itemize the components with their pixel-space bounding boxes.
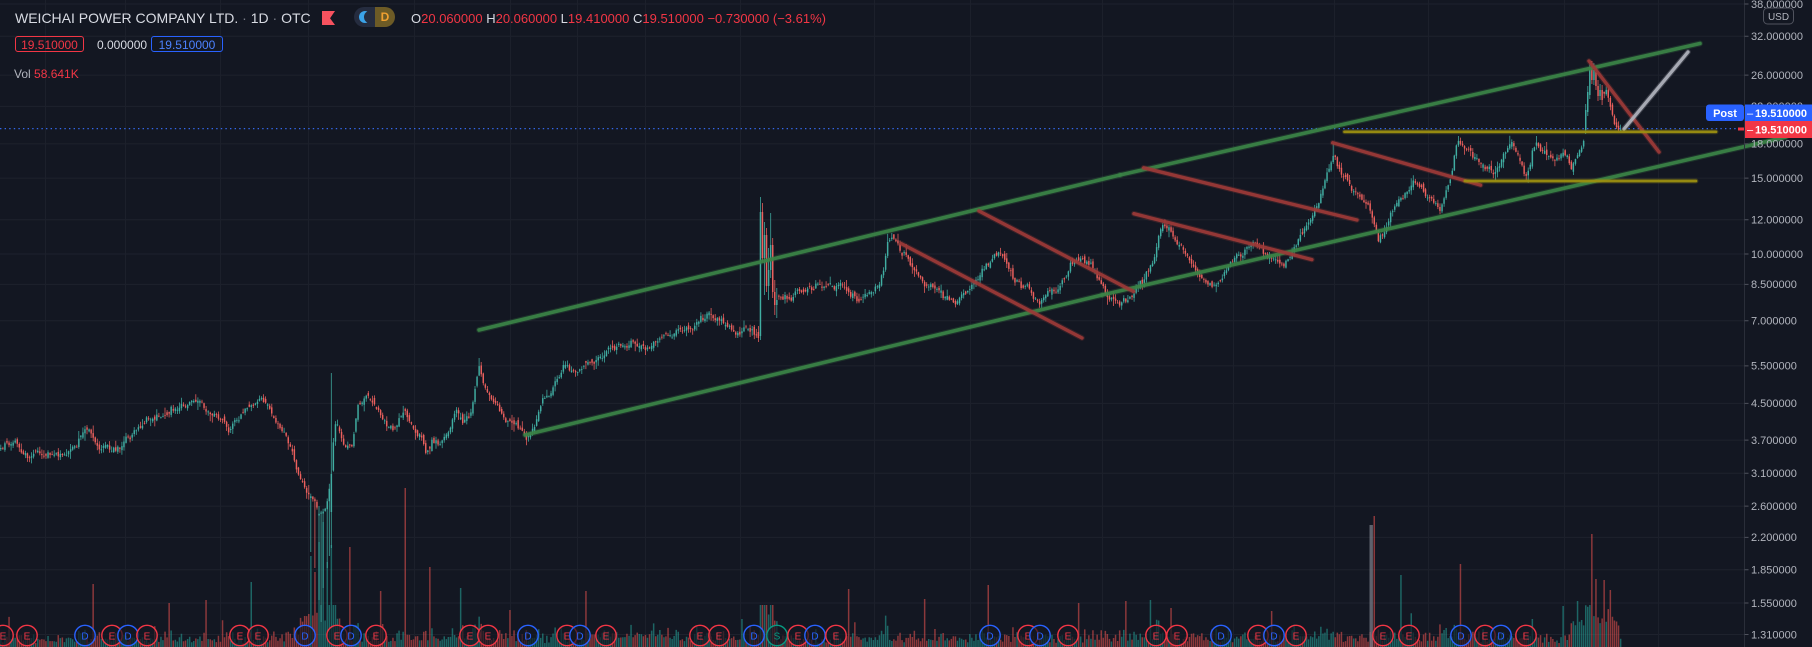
svg-text:3.700000: 3.700000 xyxy=(1751,435,1797,447)
svg-text:D: D xyxy=(1036,632,1043,643)
svg-text:D: D xyxy=(301,632,308,643)
svg-text:E: E xyxy=(1174,632,1181,643)
svg-text:E: E xyxy=(467,632,474,643)
svg-text:D: D xyxy=(347,632,354,643)
svg-text:2.200000: 2.200000 xyxy=(1751,532,1797,544)
svg-text:3.100000: 3.100000 xyxy=(1751,468,1797,480)
svg-text:E: E xyxy=(1293,632,1300,643)
svg-text:E: E xyxy=(109,632,116,643)
svg-text:E: E xyxy=(697,632,704,643)
svg-text:2.600000: 2.600000 xyxy=(1751,501,1797,513)
svg-text:D: D xyxy=(1217,632,1224,643)
svg-text:D: D xyxy=(1457,632,1464,643)
svg-text:E: E xyxy=(1255,632,1262,643)
svg-text:E: E xyxy=(1153,632,1160,643)
svg-text:12.000000: 12.000000 xyxy=(1751,215,1803,227)
svg-text:D: D xyxy=(811,632,818,643)
svg-text:E: E xyxy=(833,632,840,643)
svg-text:E: E xyxy=(0,632,7,643)
svg-text:D: D xyxy=(750,632,757,643)
svg-text:4.500000: 4.500000 xyxy=(1751,398,1797,410)
svg-text:E: E xyxy=(144,632,151,643)
svg-text:8.500000: 8.500000 xyxy=(1751,279,1797,291)
svg-text:1.850000: 1.850000 xyxy=(1751,565,1797,577)
svg-text:19.510000: 19.510000 xyxy=(1755,108,1807,120)
svg-text:E: E xyxy=(1065,632,1072,643)
svg-text:E: E xyxy=(237,632,244,643)
svg-text:5.500000: 5.500000 xyxy=(1751,361,1797,373)
svg-text:E: E xyxy=(334,632,341,643)
svg-text:19.510000: 19.510000 xyxy=(1755,125,1807,137)
svg-text:E: E xyxy=(1482,632,1489,643)
svg-text:‒: ‒ xyxy=(1747,125,1754,137)
svg-text:D: D xyxy=(1497,632,1504,643)
svg-text:18.000000: 18.000000 xyxy=(1751,139,1803,151)
svg-text:D: D xyxy=(1270,632,1277,643)
svg-text:E: E xyxy=(1523,632,1530,643)
svg-text:E: E xyxy=(373,632,380,643)
svg-text:E: E xyxy=(564,632,571,643)
svg-text:E: E xyxy=(1025,632,1032,643)
svg-text:D: D xyxy=(81,632,88,643)
svg-text:E: E xyxy=(1380,632,1387,643)
svg-text:15.000000: 15.000000 xyxy=(1751,173,1803,185)
svg-text:38.000000: 38.000000 xyxy=(1751,0,1803,11)
svg-text:1.310000: 1.310000 xyxy=(1751,629,1797,641)
svg-text:D: D xyxy=(576,632,583,643)
svg-text:E: E xyxy=(24,632,31,643)
svg-text:D: D xyxy=(124,632,131,643)
svg-text:E: E xyxy=(716,632,723,643)
svg-text:D: D xyxy=(524,632,531,643)
svg-text:D: D xyxy=(986,632,993,643)
svg-text:‒: ‒ xyxy=(1747,108,1754,120)
svg-text:E: E xyxy=(795,632,802,643)
svg-text:10.000000: 10.000000 xyxy=(1751,249,1803,261)
svg-text:E: E xyxy=(1406,632,1413,643)
svg-text:32.000000: 32.000000 xyxy=(1751,31,1803,43)
svg-text:E: E xyxy=(603,632,610,643)
svg-text:26.000000: 26.000000 xyxy=(1751,70,1803,82)
svg-text:Post: Post xyxy=(1713,108,1737,120)
svg-text:E: E xyxy=(255,632,262,643)
svg-text:S: S xyxy=(774,632,781,643)
svg-text:E: E xyxy=(485,632,492,643)
svg-text:1.550000: 1.550000 xyxy=(1751,598,1797,610)
svg-text:7.000000: 7.000000 xyxy=(1751,316,1797,328)
svg-text:USD: USD xyxy=(1768,12,1789,23)
